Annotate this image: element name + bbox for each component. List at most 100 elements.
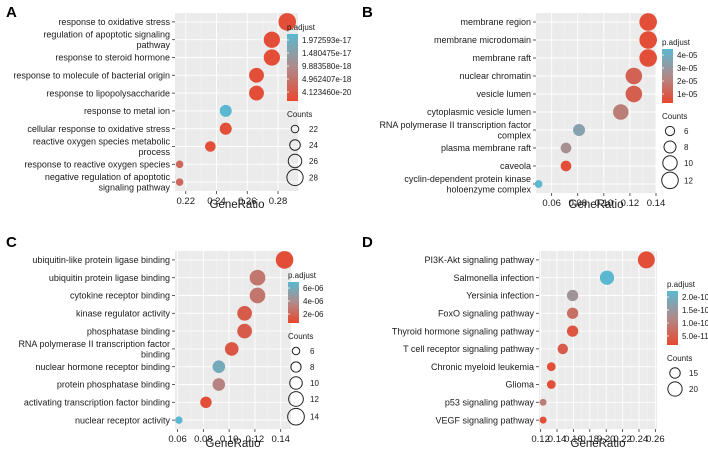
category-label: nuclear chromatin	[459, 71, 531, 81]
data-point	[560, 160, 572, 172]
category-label: negative regulation of apoptotic signalin…	[45, 172, 171, 193]
data-point	[566, 307, 579, 319]
category-label-line: cytoplasmic vesicle lumen	[427, 107, 531, 117]
data-point	[539, 398, 547, 406]
category-label-line: cellular response to oxidative stress	[27, 124, 170, 134]
category-label: membrane microdomain	[434, 35, 531, 45]
color-legend-label: 2.0e-10	[682, 293, 708, 302]
size-legend-label: 26	[309, 157, 318, 166]
category-label: cytokine receptor binding	[70, 291, 170, 301]
color-legend-title: p.adjust	[288, 271, 317, 280]
data-point	[263, 49, 280, 66]
data-point	[566, 289, 579, 302]
data-point	[625, 85, 643, 103]
category-label-line: pathway	[136, 40, 170, 50]
x-tick-label: 0.20	[597, 434, 616, 445]
category-label-line: activating transcription factor binding	[24, 398, 170, 408]
data-point	[219, 104, 232, 117]
color-legend-label: 1.5e-10	[682, 306, 708, 315]
size-legend-circle	[291, 346, 301, 356]
data-point	[539, 416, 547, 424]
category-label-line: Yersinia infection	[466, 291, 534, 301]
data-point	[249, 85, 264, 101]
category-label: regulation of apoptotic signaling pathway	[43, 30, 170, 51]
size-legend-title: Counts	[662, 112, 687, 121]
category-label-line: membrane raft	[472, 53, 531, 63]
color-legend-label: 1.480475e-17	[302, 49, 352, 58]
category-label-line: nuclear hormone receptor binding	[35, 362, 170, 372]
size-legend-title: Counts	[287, 110, 312, 119]
category-label-line: process	[138, 147, 170, 157]
category-label: cytoplasmic vesicle lumen	[427, 107, 531, 117]
category-label: p53 signaling pathway	[445, 398, 535, 408]
category-label-line: cyclin-dependent protein kinase	[404, 174, 531, 184]
color-legend-label: 2e-05	[677, 77, 698, 86]
category-label: membrane region	[460, 17, 531, 27]
category-label-line: VEGF signaling pathway	[435, 415, 534, 425]
color-legend-label: 3e-05	[677, 64, 698, 73]
category-label-line: caveola	[500, 161, 531, 171]
category-label: ubiquitin protein ligase binding	[49, 273, 170, 283]
data-point	[613, 104, 629, 120]
category-label: response to reactive oxygen species	[24, 160, 170, 170]
color-bar	[287, 34, 298, 101]
category-label-line: reactive oxygen species metabolic	[33, 136, 171, 146]
category-label-line: RNA polymerase II transcription factor	[18, 339, 170, 349]
color-legend-label: 9.883580e-18	[302, 62, 352, 71]
color-bar	[667, 291, 678, 345]
x-axis-title: GeneRatio	[571, 438, 626, 450]
category-label-line: response to oxidative stress	[58, 17, 170, 27]
size-legend-circle	[661, 171, 679, 190]
category-label-line: T cell receptor signaling pathway	[403, 344, 534, 354]
x-tick-label: 0.08	[194, 434, 213, 445]
data-point	[249, 287, 266, 304]
x-axis-title: GeneRatio	[210, 199, 265, 211]
category-label-line: Salmonella infection	[453, 273, 534, 283]
panel-letter: D	[362, 234, 373, 251]
category-label-line: response to steroid hormone	[55, 53, 170, 63]
category-label: cellular response to oxidative stress	[27, 124, 170, 134]
category-label-line: Glioma	[505, 380, 534, 390]
panel-A: A 0.22 0.24 0.26 0.28 response to oxidative s…	[6, 4, 352, 211]
x-tick-label: 0.24	[207, 196, 226, 207]
size-legend-circle	[289, 376, 303, 390]
category-label: plasma membrane raft	[441, 143, 532, 153]
x-tick-label: 0.26	[646, 434, 665, 445]
x-tick-label: 0.14	[548, 434, 567, 445]
color-legend-label: 4e-05	[677, 51, 698, 60]
category-label: cyclin-dependent protein kinase holoenzym…	[404, 174, 531, 195]
color-legend-title: p.adjust	[662, 38, 691, 47]
data-point	[639, 49, 657, 67]
category-label-line: nuclear chromatin	[459, 71, 531, 81]
panel-C: C 0.06 0.08 0.10 0.12 0.14 ubiquitin-like prot…	[6, 234, 324, 450]
data-point	[566, 325, 579, 337]
category-label: activating transcription factor binding	[24, 398, 170, 408]
data-point	[534, 180, 543, 188]
category-label: kinase regulator activity	[76, 309, 171, 319]
category-label-line: protein phosphatase binding	[57, 380, 170, 390]
category-label: response to metal ion	[84, 106, 170, 116]
x-tick-label: 0.12	[246, 434, 265, 445]
category-label-line: ubiquitin protein ligase binding	[49, 273, 170, 283]
x-tick-label: 0.14	[271, 434, 290, 445]
x-tick-label: 0.06	[542, 198, 561, 209]
plot-background	[175, 251, 291, 429]
category-label: Thyroid hormone signaling pathway	[392, 326, 535, 336]
color-bar	[288, 282, 299, 323]
category-label-line: FoxO signaling pathway	[438, 309, 535, 319]
size-legend-label: 22	[309, 125, 318, 134]
category-label: reactive oxygen species metabolic process	[33, 136, 171, 157]
size-legend-label: 20	[689, 385, 698, 394]
category-label: protein phosphatase binding	[57, 380, 170, 390]
category-label-line: kinase regulator activity	[76, 309, 171, 319]
category-label-line: p53 signaling pathway	[445, 398, 535, 408]
plot-background	[536, 13, 656, 193]
category-label-line: regulation of apoptotic signaling	[43, 30, 170, 40]
color-legend-label: 5.0e-11	[682, 332, 708, 341]
category-label: RNA polymerase II transcription factor co…	[379, 120, 531, 141]
x-tick-label: 0.28	[269, 196, 288, 207]
category-label-line: cytokine receptor binding	[70, 291, 170, 301]
x-tick-label: 0.06	[168, 434, 187, 445]
category-label: PI3K-Akt signaling pathway	[424, 255, 534, 265]
category-label: RNA polymerase II transcription factor bi…	[18, 339, 170, 360]
